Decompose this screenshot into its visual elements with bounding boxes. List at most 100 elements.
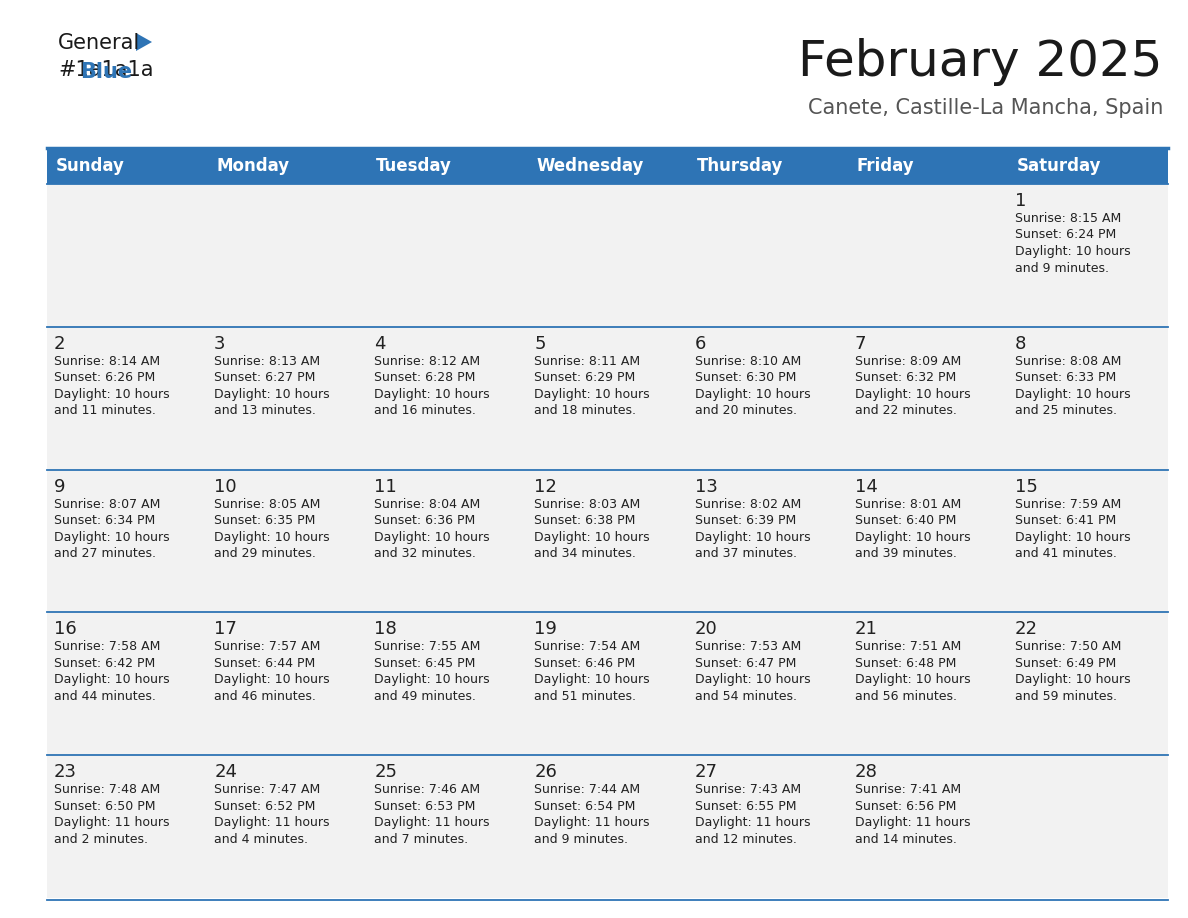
Bar xyxy=(48,327,207,470)
Bar xyxy=(367,327,527,470)
Text: Sunrise: 7:44 AM: Sunrise: 7:44 AM xyxy=(535,783,640,796)
Text: and 54 minutes.: and 54 minutes. xyxy=(695,690,797,703)
Text: 22: 22 xyxy=(1015,621,1038,638)
Bar xyxy=(1007,470,1168,612)
Text: Sunset: 6:47 PM: Sunset: 6:47 PM xyxy=(695,657,796,670)
Text: 6: 6 xyxy=(695,335,706,353)
Text: Saturday: Saturday xyxy=(1017,157,1101,175)
Bar xyxy=(848,327,1007,470)
Text: Daylight: 10 hours: Daylight: 10 hours xyxy=(1015,674,1131,687)
Text: and 12 minutes.: and 12 minutes. xyxy=(695,833,796,845)
Bar xyxy=(527,148,688,184)
Text: Tuesday: Tuesday xyxy=(377,157,453,175)
Text: 2: 2 xyxy=(53,335,65,353)
Text: Sunrise: 7:57 AM: Sunrise: 7:57 AM xyxy=(214,641,321,654)
Text: Sunset: 6:46 PM: Sunset: 6:46 PM xyxy=(535,657,636,670)
Bar xyxy=(207,184,367,327)
Bar xyxy=(688,470,848,612)
Text: Sunrise: 8:13 AM: Sunrise: 8:13 AM xyxy=(214,354,321,368)
Text: 10: 10 xyxy=(214,477,236,496)
Text: and 46 minutes.: and 46 minutes. xyxy=(214,690,316,703)
Text: Sunset: 6:56 PM: Sunset: 6:56 PM xyxy=(854,800,956,812)
Text: Sunrise: 8:14 AM: Sunrise: 8:14 AM xyxy=(53,354,160,368)
Text: Sunrise: 7:55 AM: Sunrise: 7:55 AM xyxy=(374,641,481,654)
Text: Daylight: 10 hours: Daylight: 10 hours xyxy=(214,674,330,687)
Text: Sunrise: 8:07 AM: Sunrise: 8:07 AM xyxy=(53,498,160,510)
Bar xyxy=(688,148,848,184)
Bar xyxy=(527,756,688,898)
Bar xyxy=(688,612,848,756)
Text: Daylight: 11 hours: Daylight: 11 hours xyxy=(214,816,329,829)
Text: Daylight: 10 hours: Daylight: 10 hours xyxy=(374,674,489,687)
Text: Sunrise: 7:47 AM: Sunrise: 7:47 AM xyxy=(214,783,321,796)
Bar xyxy=(688,756,848,898)
Text: Daylight: 11 hours: Daylight: 11 hours xyxy=(854,816,971,829)
Text: Sunrise: 7:43 AM: Sunrise: 7:43 AM xyxy=(695,783,801,796)
Text: Sunset: 6:50 PM: Sunset: 6:50 PM xyxy=(53,800,156,812)
Text: Monday: Monday xyxy=(216,157,289,175)
Text: Daylight: 11 hours: Daylight: 11 hours xyxy=(535,816,650,829)
Text: Sunrise: 7:59 AM: Sunrise: 7:59 AM xyxy=(1015,498,1121,510)
Text: Sunrise: 7:53 AM: Sunrise: 7:53 AM xyxy=(695,641,801,654)
Bar xyxy=(848,184,1007,327)
Bar xyxy=(848,756,1007,898)
Text: and 49 minutes.: and 49 minutes. xyxy=(374,690,476,703)
Text: and 14 minutes.: and 14 minutes. xyxy=(854,833,956,845)
Text: Sunset: 6:26 PM: Sunset: 6:26 PM xyxy=(53,371,156,385)
Text: 3: 3 xyxy=(214,335,226,353)
Bar xyxy=(527,612,688,756)
Text: Sunset: 6:38 PM: Sunset: 6:38 PM xyxy=(535,514,636,527)
Bar xyxy=(848,470,1007,612)
Text: 7: 7 xyxy=(854,335,866,353)
Text: Wednesday: Wednesday xyxy=(537,157,644,175)
Text: Sunrise: 8:11 AM: Sunrise: 8:11 AM xyxy=(535,354,640,368)
Text: Sunset: 6:48 PM: Sunset: 6:48 PM xyxy=(854,657,956,670)
Bar xyxy=(688,327,848,470)
Text: Daylight: 10 hours: Daylight: 10 hours xyxy=(214,387,330,401)
Text: Daylight: 10 hours: Daylight: 10 hours xyxy=(695,387,810,401)
Text: Daylight: 10 hours: Daylight: 10 hours xyxy=(1015,387,1131,401)
Text: 25: 25 xyxy=(374,763,397,781)
Text: Sunday: Sunday xyxy=(56,157,125,175)
Text: 27: 27 xyxy=(695,763,718,781)
Bar xyxy=(207,148,367,184)
Bar xyxy=(48,184,207,327)
Text: Daylight: 10 hours: Daylight: 10 hours xyxy=(695,531,810,543)
Text: Sunset: 6:41 PM: Sunset: 6:41 PM xyxy=(1015,514,1116,527)
Text: Daylight: 10 hours: Daylight: 10 hours xyxy=(53,387,170,401)
Text: Sunset: 6:28 PM: Sunset: 6:28 PM xyxy=(374,371,475,385)
Text: 21: 21 xyxy=(854,621,878,638)
Text: and 51 minutes.: and 51 minutes. xyxy=(535,690,637,703)
Text: Sunrise: 8:15 AM: Sunrise: 8:15 AM xyxy=(1015,212,1121,225)
Text: and 11 minutes.: and 11 minutes. xyxy=(53,404,156,418)
Text: and 32 minutes.: and 32 minutes. xyxy=(374,547,476,560)
Text: 5: 5 xyxy=(535,335,546,353)
Text: Sunrise: 7:50 AM: Sunrise: 7:50 AM xyxy=(1015,641,1121,654)
Text: Sunrise: 7:48 AM: Sunrise: 7:48 AM xyxy=(53,783,160,796)
Bar xyxy=(1007,148,1168,184)
Text: 23: 23 xyxy=(53,763,77,781)
Bar xyxy=(48,612,207,756)
Bar xyxy=(367,612,527,756)
Text: Sunset: 6:53 PM: Sunset: 6:53 PM xyxy=(374,800,475,812)
Text: 18: 18 xyxy=(374,621,397,638)
Text: General: General xyxy=(58,33,140,53)
Text: Daylight: 11 hours: Daylight: 11 hours xyxy=(53,816,170,829)
Text: 4: 4 xyxy=(374,335,386,353)
Text: Sunset: 6:33 PM: Sunset: 6:33 PM xyxy=(1015,371,1116,385)
Text: 17: 17 xyxy=(214,621,238,638)
Text: 20: 20 xyxy=(695,621,718,638)
Bar xyxy=(1007,756,1168,898)
Text: Sunset: 6:24 PM: Sunset: 6:24 PM xyxy=(1015,229,1116,241)
Bar xyxy=(527,184,688,327)
Text: Sunrise: 8:05 AM: Sunrise: 8:05 AM xyxy=(214,498,321,510)
Text: Sunset: 6:36 PM: Sunset: 6:36 PM xyxy=(374,514,475,527)
Text: and 9 minutes.: and 9 minutes. xyxy=(1015,262,1108,274)
Text: and 4 minutes.: and 4 minutes. xyxy=(214,833,308,845)
Text: Sunset: 6:42 PM: Sunset: 6:42 PM xyxy=(53,657,156,670)
Text: and 37 minutes.: and 37 minutes. xyxy=(695,547,797,560)
Text: Daylight: 11 hours: Daylight: 11 hours xyxy=(695,816,810,829)
Text: 8: 8 xyxy=(1015,335,1026,353)
Bar xyxy=(207,470,367,612)
Text: February 2025: February 2025 xyxy=(798,38,1163,86)
